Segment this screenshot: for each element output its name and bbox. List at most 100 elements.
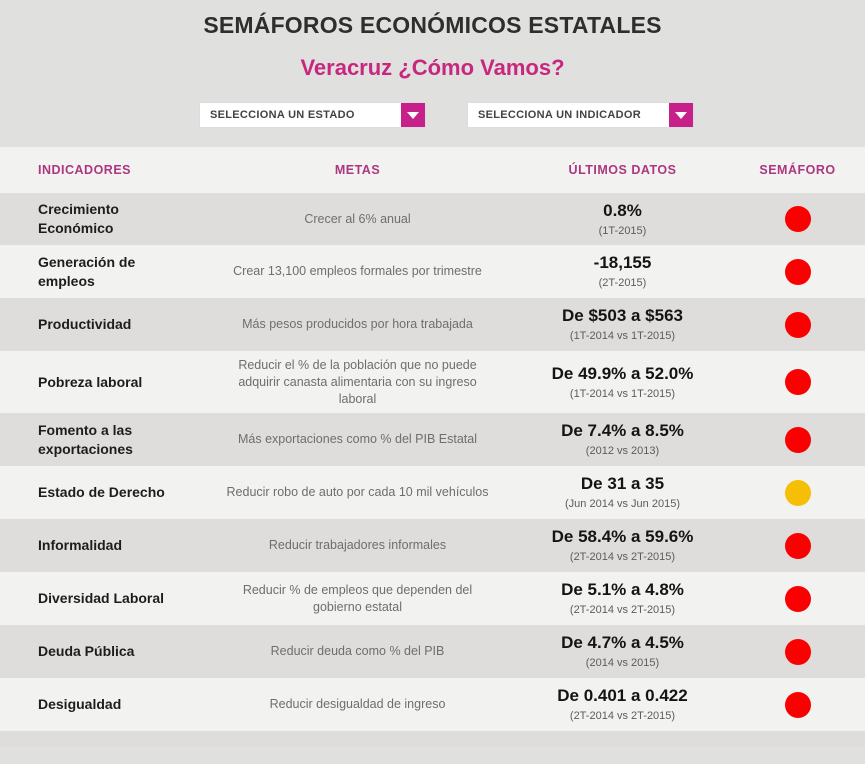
latest-period: (2014 vs 2015)	[585, 657, 660, 669]
cell-semaphore	[730, 193, 865, 245]
table-row[interactable]: Deuda Pública Reducir deuda como % del PI…	[0, 625, 865, 678]
indicator-select-label: SELECCIONA UN INDICADOR	[478, 109, 641, 121]
latest-period: (2T-2014 vs 2T-2015)	[569, 604, 676, 616]
column-header-semaforo: SEMÁFORO	[759, 163, 836, 177]
table-row[interactable]: Desigualdad Reducir desigualdad de ingres…	[0, 678, 865, 731]
table-row[interactable]: Fomento a las exportaciones Más exportaci…	[0, 413, 865, 466]
status-light-red-icon	[784, 638, 811, 665]
indicator-name: Fomento a las exportaciones	[38, 421, 133, 457]
latest-value: De 49.9% a 52.0%	[551, 363, 694, 383]
goal-text: Reducir % de empleos que dependen del go…	[242, 582, 473, 614]
cell-indicator: Estado de Derecho	[0, 466, 200, 519]
indicator-name: Estado de Derecho	[38, 484, 165, 500]
column-header-ultimos-datos: ÚLTIMOS DATOS	[568, 163, 677, 177]
indicators-table: INDICADORES METAS ÚLTIMOS DATOS SEMÁFORO…	[0, 147, 865, 731]
latest-value: De $503 a $563	[562, 306, 683, 325]
selector-row: SELECCIONA UN ESTADO SELECCIONA UN INDIC…	[0, 102, 865, 133]
goal-text: Reducir robo de auto por cada 10 mil veh…	[226, 485, 489, 499]
cell-indicator: Desigualdad	[0, 678, 200, 731]
table-row[interactable]: Diversidad Laboral Reducir % de empleos q…	[0, 572, 865, 625]
cell-latest-data: De 7.4% a 8.5% (2012 vs 2013)	[515, 413, 730, 466]
table-row[interactable]: Pobreza laboral Reducir el % de la poblac…	[0, 351, 865, 413]
chevron-down-icon[interactable]	[401, 103, 425, 127]
goal-text: Reducir deuda como % del PIB	[270, 644, 445, 658]
table-row[interactable]: Estado de Derecho Reducir robo de auto po…	[0, 466, 865, 519]
bottom-strip	[0, 731, 865, 747]
indicator-name: Deuda Pública	[38, 643, 135, 659]
page-root: SEMÁFOROS ECONÓMICOS ESTATALES Veracruz …	[0, 0, 865, 747]
latest-value: -18,155	[593, 253, 652, 272]
status-light-yellow-icon	[784, 479, 811, 506]
page-title: SEMÁFOROS ECONÓMICOS ESTATALES	[203, 12, 662, 38]
cell-semaphore	[730, 572, 865, 625]
status-light-red-icon	[784, 532, 811, 559]
table-body: Crecimiento Económico Crecer al 6% anual 0…	[0, 193, 865, 731]
latest-period: (2T-2015)	[598, 277, 647, 289]
chevron-down-icon[interactable]	[669, 103, 693, 127]
cell-indicator: Informalidad	[0, 519, 200, 572]
indicator-name: Desigualdad	[38, 696, 122, 712]
column-header-indicadores: INDICADORES	[38, 163, 132, 177]
status-light-red-icon	[784, 311, 811, 338]
cell-semaphore	[730, 245, 865, 298]
latest-period: (2T-2014 vs 2T-2015)	[569, 710, 676, 722]
indicator-name: Informalidad	[38, 537, 123, 553]
latest-value: 0.8%	[603, 200, 642, 220]
cell-semaphore	[730, 519, 865, 572]
cell-latest-data: 0.8% (1T-2015)	[515, 193, 730, 245]
cell-latest-data: De 0.401 a 0.422 (2T-2014 vs 2T-2015)	[515, 678, 730, 731]
goal-text: Reducir el % de la población que no pued…	[238, 357, 477, 406]
cell-semaphore	[730, 298, 865, 351]
cell-semaphore	[730, 413, 865, 466]
cell-goal: Reducir desigualdad de ingreso	[200, 678, 515, 731]
cell-latest-data: De 31 a 35 (Jun 2014 vs Jun 2015)	[515, 466, 730, 519]
cell-goal: Más pesos producidos por hora trabajada	[200, 298, 515, 351]
cell-latest-data: De 49.9% a 52.0% (1T-2014 vs 1T-2015)	[515, 351, 730, 413]
cell-goal: Reducir trabajadores informales	[200, 519, 515, 572]
table-row[interactable]: Crecimiento Económico Crecer al 6% anual 0…	[0, 193, 865, 245]
cell-goal: Reducir % de empleos que dependen del go…	[200, 572, 515, 625]
latest-period: (2T-2014 vs 2T-2015)	[569, 551, 676, 563]
table-row[interactable]: Productividad Más pesos producidos por ho…	[0, 298, 865, 351]
cell-semaphore	[730, 466, 865, 519]
indicator-name: Crecimiento Económico	[38, 201, 119, 236]
latest-value: De 0.401 a 0.422	[557, 686, 688, 705]
latest-period: (2012 vs 2013)	[585, 445, 660, 457]
indicator-name: Generación de empleos	[38, 253, 136, 289]
goal-text: Crear 13,100 empleos formales por trimes…	[233, 264, 482, 278]
table-row[interactable]: Informalidad Reducir trabajadores informa…	[0, 519, 865, 572]
cell-indicator: Diversidad Laboral	[0, 572, 200, 625]
cell-indicator: Fomento a las exportaciones	[0, 413, 200, 466]
latest-period: (1T-2014 vs 1T-2015)	[569, 387, 676, 400]
cell-latest-data: De $503 a $563 (1T-2014 vs 1T-2015)	[515, 298, 730, 351]
latest-value: De 31 a 35	[580, 474, 665, 493]
latest-value: De 5.1% a 4.8%	[561, 580, 684, 599]
goal-text: Reducir desigualdad de ingreso	[269, 697, 446, 711]
cell-goal: Crear 13,100 empleos formales por trimes…	[200, 245, 515, 298]
status-light-red-icon	[784, 206, 811, 232]
goal-text: Más pesos producidos por hora trabajada	[242, 317, 473, 331]
latest-period: (1T-2015)	[598, 224, 647, 237]
indicator-name: Diversidad Laboral	[38, 590, 165, 606]
cell-semaphore	[730, 678, 865, 731]
page-header: SEMÁFOROS ECONÓMICOS ESTATALES Veracruz …	[0, 0, 865, 133]
goal-text: Crecer al 6% anual	[304, 211, 411, 226]
indicator-name: Pobreza laboral	[38, 373, 143, 390]
cell-semaphore	[730, 625, 865, 678]
status-light-red-icon	[784, 585, 811, 612]
latest-period: (Jun 2014 vs Jun 2015)	[565, 498, 680, 510]
goal-text: Reducir trabajadores informales	[268, 538, 447, 552]
cell-semaphore	[730, 351, 865, 413]
status-light-red-icon	[784, 691, 811, 718]
status-light-red-icon	[784, 369, 811, 395]
table-row[interactable]: Generación de empleos Crear 13,100 empleo…	[0, 245, 865, 298]
cell-latest-data: De 4.7% a 4.5% (2014 vs 2015)	[515, 625, 730, 678]
table-header-row: INDICADORES METAS ÚLTIMOS DATOS SEMÁFORO	[0, 147, 865, 193]
cell-indicator: Productividad	[0, 298, 200, 351]
cell-indicator: Crecimiento Económico	[0, 193, 200, 245]
state-select[interactable]: SELECCIONA UN ESTADO	[199, 102, 426, 128]
cell-indicator: Generación de empleos	[0, 245, 200, 298]
cell-latest-data: De 5.1% a 4.8% (2T-2014 vs 2T-2015)	[515, 572, 730, 625]
cell-latest-data: -18,155 (2T-2015)	[515, 245, 730, 298]
indicator-select[interactable]: SELECCIONA UN INDICADOR	[467, 102, 694, 128]
